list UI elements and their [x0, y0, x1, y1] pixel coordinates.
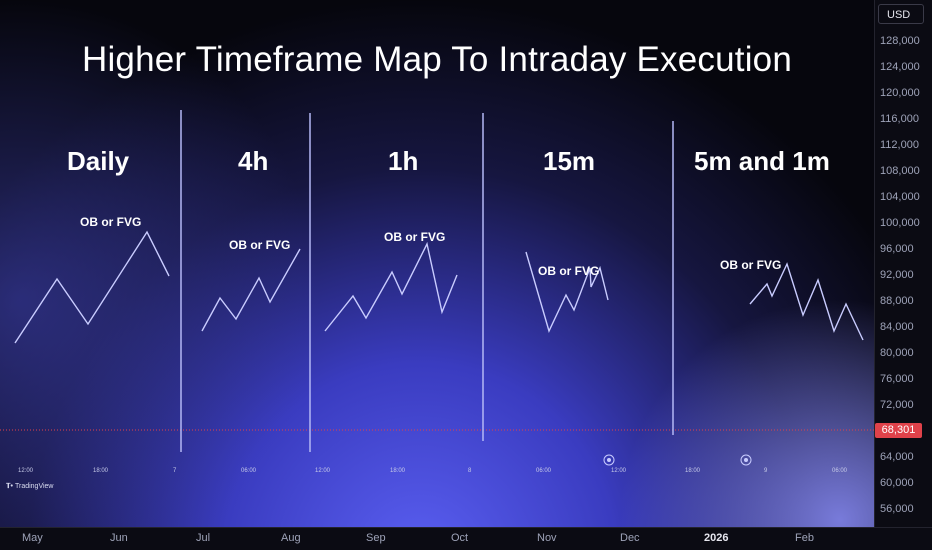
annotation-4h: OB or FVG: [229, 238, 291, 252]
path-5m-1m: [749, 262, 864, 341]
month-label: Sep: [366, 532, 386, 544]
month-label: Feb: [795, 532, 814, 544]
section-label-5m-1m: 5m and 1m: [694, 146, 830, 176]
section-label-4h: 4h: [238, 146, 269, 176]
event-marker-2[interactable]: [740, 454, 752, 466]
time-label: 06:00: [241, 468, 257, 474]
price-tick: 88,000: [880, 295, 914, 307]
time-label: 18:00: [685, 468, 701, 474]
tradingview-logo-icon: 𝐓•: [6, 483, 13, 490]
event-marker-1[interactable]: [603, 454, 615, 466]
time-label: 18:00: [390, 468, 406, 474]
month-label: Nov: [537, 532, 557, 544]
price-tick: 120,000: [880, 87, 920, 99]
annotation-1h: OB or FVG: [384, 230, 446, 244]
section-label-1h: 1h: [388, 146, 419, 176]
time-label: 12:00: [611, 468, 627, 474]
time-label: 9: [764, 468, 768, 474]
price-tick: 84,000: [880, 321, 914, 333]
price-tick: 116,000: [880, 113, 919, 125]
time-label: 12:00: [315, 468, 331, 474]
price-tick: 128,000: [880, 35, 920, 47]
price-tick: 100,000: [880, 217, 920, 229]
section-label-daily: Daily: [67, 146, 130, 176]
month-label: Oct: [451, 532, 469, 544]
price-tick: 76,000: [880, 373, 914, 385]
price-tick: 104,000: [880, 191, 920, 203]
last-price-badge: 68,301: [875, 423, 922, 438]
month-label: Aug: [281, 532, 301, 544]
time-label: 06:00: [832, 468, 848, 474]
price-tick: 72,000: [880, 399, 914, 411]
time-label: 7: [173, 468, 177, 474]
price-tick: 56,000: [880, 503, 914, 515]
currency-button[interactable]: USD: [878, 4, 924, 24]
annotation-5m-1m: OB or FVG: [720, 258, 782, 272]
path-15m: [525, 251, 609, 333]
month-label: Dec: [620, 532, 640, 544]
month-label: Jun: [110, 532, 128, 544]
path-4h: [201, 248, 301, 332]
time-label: 18:00: [93, 468, 109, 474]
price-tick: 92,000: [880, 269, 914, 281]
time-label: 12:00: [18, 468, 34, 474]
price-tick: 60,000: [880, 477, 914, 489]
month-label: Jul: [196, 532, 211, 544]
chart-title: Higher Timeframe Map To Intraday Executi…: [81, 40, 793, 79]
chart-background: [0, 0, 874, 527]
price-tick: 64,000: [880, 451, 914, 463]
price-axis[interactable]: [874, 0, 932, 527]
month-label-year: 2026: [704, 532, 729, 544]
price-tick: 80,000: [880, 347, 914, 359]
price-tick: 124,000: [880, 61, 920, 73]
annotation-15m: OB or FVG: [538, 264, 600, 278]
price-tick: 108,000: [880, 165, 920, 177]
annotation-daily: OB or FVG: [80, 215, 142, 229]
brand-name: TradingView: [14, 483, 54, 490]
path-daily: [14, 230, 170, 344]
month-label: May: [22, 532, 43, 544]
tradingview-watermark: 𝐓• TradingView: [6, 483, 54, 491]
section-label-15m: 15m: [543, 146, 596, 176]
path-1h: [324, 241, 458, 332]
time-label: 06:00: [536, 468, 552, 474]
price-tick: 96,000: [880, 243, 914, 255]
time-axis[interactable]: [0, 527, 932, 550]
price-tick: 112,000: [880, 139, 919, 151]
time-label: 8: [468, 468, 472, 474]
